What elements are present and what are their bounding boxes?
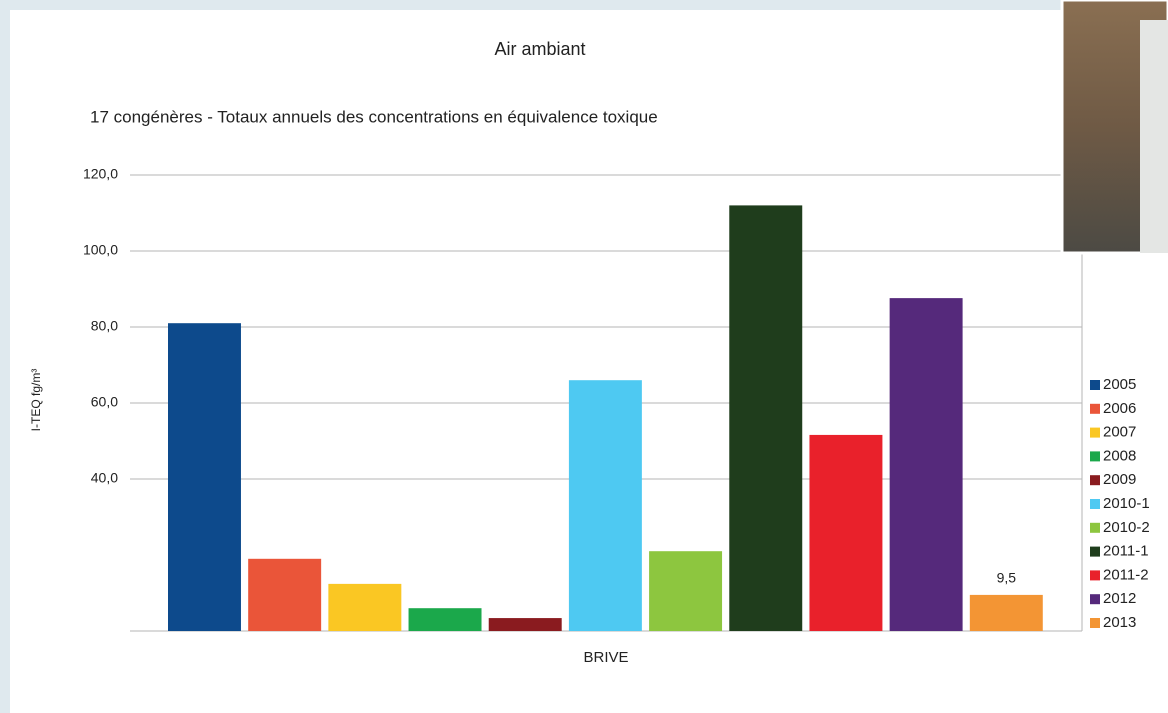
bar <box>168 323 241 631</box>
bar <box>969 594 1043 631</box>
bar <box>488 618 562 631</box>
y-tick-label: 40,0 <box>91 470 118 486</box>
bar <box>729 205 803 631</box>
y-tick-label: 60,0 <box>91 394 118 410</box>
legend-label: 2005 <box>1103 376 1136 393</box>
legend-swatch <box>1090 522 1100 533</box>
legend-label: 2011-2 <box>1103 566 1149 583</box>
legend-label: 2009 <box>1103 471 1136 488</box>
legend-label: 2012 <box>1103 590 1136 607</box>
legend-label: 2007 <box>1103 424 1136 441</box>
legend-label: 2008 <box>1103 447 1136 464</box>
legend-swatch <box>1090 475 1100 486</box>
x-tick-label: BRIVE <box>583 649 628 666</box>
legend-swatch <box>1090 618 1100 628</box>
legend-swatch <box>1090 427 1100 438</box>
bar <box>649 551 723 631</box>
y-tick-label: 120,0 <box>83 166 118 182</box>
photo <box>1060 0 1168 255</box>
legend-swatch <box>1090 546 1100 557</box>
legend-swatch <box>1090 380 1100 390</box>
legend-swatch <box>1090 451 1100 462</box>
legend-label: 2013 <box>1103 614 1136 631</box>
bar <box>809 434 883 631</box>
bar <box>408 608 482 631</box>
legend-label: 2011-1 <box>1103 543 1149 560</box>
y-tick-label: 100,0 <box>83 242 118 258</box>
data-label: 9,5 <box>997 570 1017 586</box>
legend-label: 2006 <box>1103 400 1136 417</box>
bar <box>568 380 642 631</box>
bar <box>889 298 963 631</box>
y-axis-label: I-TEQ fg/m³ <box>29 369 43 432</box>
y-tick-label: 80,0 <box>91 318 118 334</box>
legend-label: 2010-1 <box>1103 495 1150 512</box>
chart-subtitle: 17 congénères - Totaux annuels des conce… <box>90 107 658 126</box>
legend-swatch <box>1090 499 1100 509</box>
legend-swatch <box>1090 594 1100 605</box>
chart-title: Air ambiant <box>494 39 585 59</box>
bar <box>248 558 322 631</box>
bar <box>328 583 402 631</box>
legend-swatch <box>1090 403 1100 414</box>
legend-label: 2010-2 <box>1103 519 1150 536</box>
legend-swatch <box>1090 570 1100 581</box>
